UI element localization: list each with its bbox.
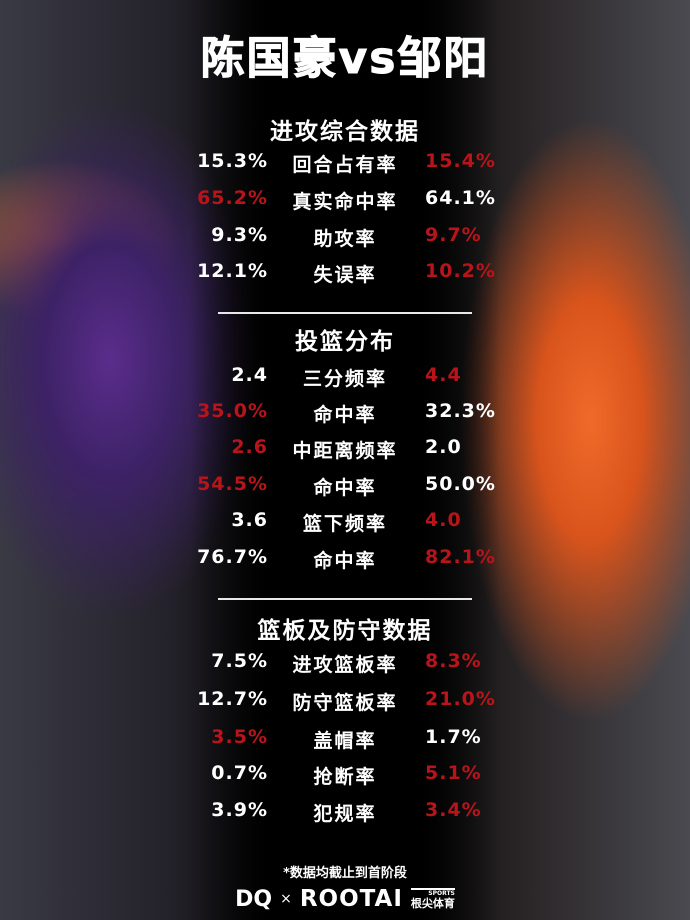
stat-label: 失误率 [313,264,377,286]
right-player-value: 32.3% [425,400,496,422]
stat-label: 犯规率 [313,803,377,825]
stat-label: 三分频率 [302,368,387,390]
stat-row: 12.1% 失误率 10.2% [0,260,690,290]
left-player-value: 7.5% [211,650,268,672]
stat-label: 命中率 [313,550,377,572]
section-title: 投篮分布 [295,329,395,355]
times-sign: × [280,891,292,907]
sports-tag: SPORTS [410,888,455,898]
right-player-value: 15.4% [425,150,496,172]
section-title: 篮板及防守数据 [257,618,433,644]
stat-row: 3.5% 盖帽率 1.7% [0,726,690,756]
right-player-value: 4.0 [425,509,462,531]
right-player-value: 2.0 [425,436,462,458]
right-player-value: 21.0% [425,688,496,710]
right-player-value: 8.3% [425,650,482,672]
rootai-chinese-name: 根尖体育 [410,896,455,910]
left-player-value: 9.3% [211,224,268,246]
dq-logo: DQ [235,886,273,912]
left-player-value: 54.5% [197,473,268,495]
footer-logos: DQ × ROOTAI SPORTS 根尖体育 [0,886,690,912]
left-player-value: 2.6 [231,436,268,458]
rootai-sub-logo: SPORTS 根尖体育 [410,888,455,910]
stat-row: 3.6 篮下频率 4.0 [0,509,690,539]
right-player-value: 4.4 [425,364,462,386]
stat-label: 篮下频率 [302,513,387,535]
left-player-value: 12.7% [197,688,268,710]
page-title: 陈国豪vs邹阳 [200,33,490,85]
right-player-value: 9.7% [425,224,482,246]
stat-row: 7.5% 进攻篮板率 8.3% [0,650,690,680]
right-player-value: 3.4% [425,799,482,821]
stat-row: 54.5% 命中率 50.0% [0,473,690,503]
left-player-value: 65.2% [197,187,268,209]
left-player-value: 35.0% [197,400,268,422]
stat-label: 命中率 [313,404,377,426]
stat-row: 65.2% 真实命中率 64.1% [0,187,690,217]
right-player-value: 10.2% [425,260,496,282]
left-player-value: 0.7% [211,762,268,784]
stat-label: 防守篮板率 [292,692,398,714]
left-player-value: 3.9% [211,799,268,821]
center-panel [190,0,500,920]
section-divider [218,312,472,314]
left-player-value: 2.4 [231,364,268,386]
stat-row: 0.7% 抢断率 5.1% [0,762,690,792]
right-player-value: 64.1% [425,187,496,209]
stat-row: 9.3% 助攻率 9.7% [0,224,690,254]
left-player-value: 3.6 [231,509,268,531]
stat-label: 进攻篮板率 [292,654,398,676]
stat-label: 中距离频率 [292,440,398,462]
rootai-logo: ROOTAI [299,886,403,912]
left-player-value: 76.7% [197,546,268,568]
right-player-value: 50.0% [425,473,496,495]
right-player-value: 1.7% [425,726,482,748]
stat-row: 2.4 三分频率 4.4 [0,364,690,394]
left-player-value: 3.5% [211,726,268,748]
stat-row: 12.7% 防守篮板率 21.0% [0,688,690,718]
section-divider [218,598,472,600]
stat-label: 抢断率 [313,766,377,788]
section-title: 进攻综合数据 [270,119,420,145]
stat-label: 盖帽率 [313,730,377,752]
stat-label: 真实命中率 [292,191,398,213]
left-player-value: 15.3% [197,150,268,172]
right-player-value: 5.1% [425,762,482,784]
stat-label: 命中率 [313,477,377,499]
right-player-value: 82.1% [425,546,496,568]
stat-label: 助攻率 [313,228,377,250]
stat-row: 35.0% 命中率 32.3% [0,400,690,430]
footnote: *数据均截止到首阶段 [283,866,407,881]
stat-row: 3.9% 犯规率 3.4% [0,799,690,829]
stat-row: 76.7% 命中率 82.1% [0,546,690,576]
stat-label: 回合占有率 [292,154,398,176]
left-player-value: 12.1% [197,260,268,282]
stat-row: 15.3% 回合占有率 15.4% [0,150,690,180]
stat-row: 2.6 中距离频率 2.0 [0,436,690,466]
